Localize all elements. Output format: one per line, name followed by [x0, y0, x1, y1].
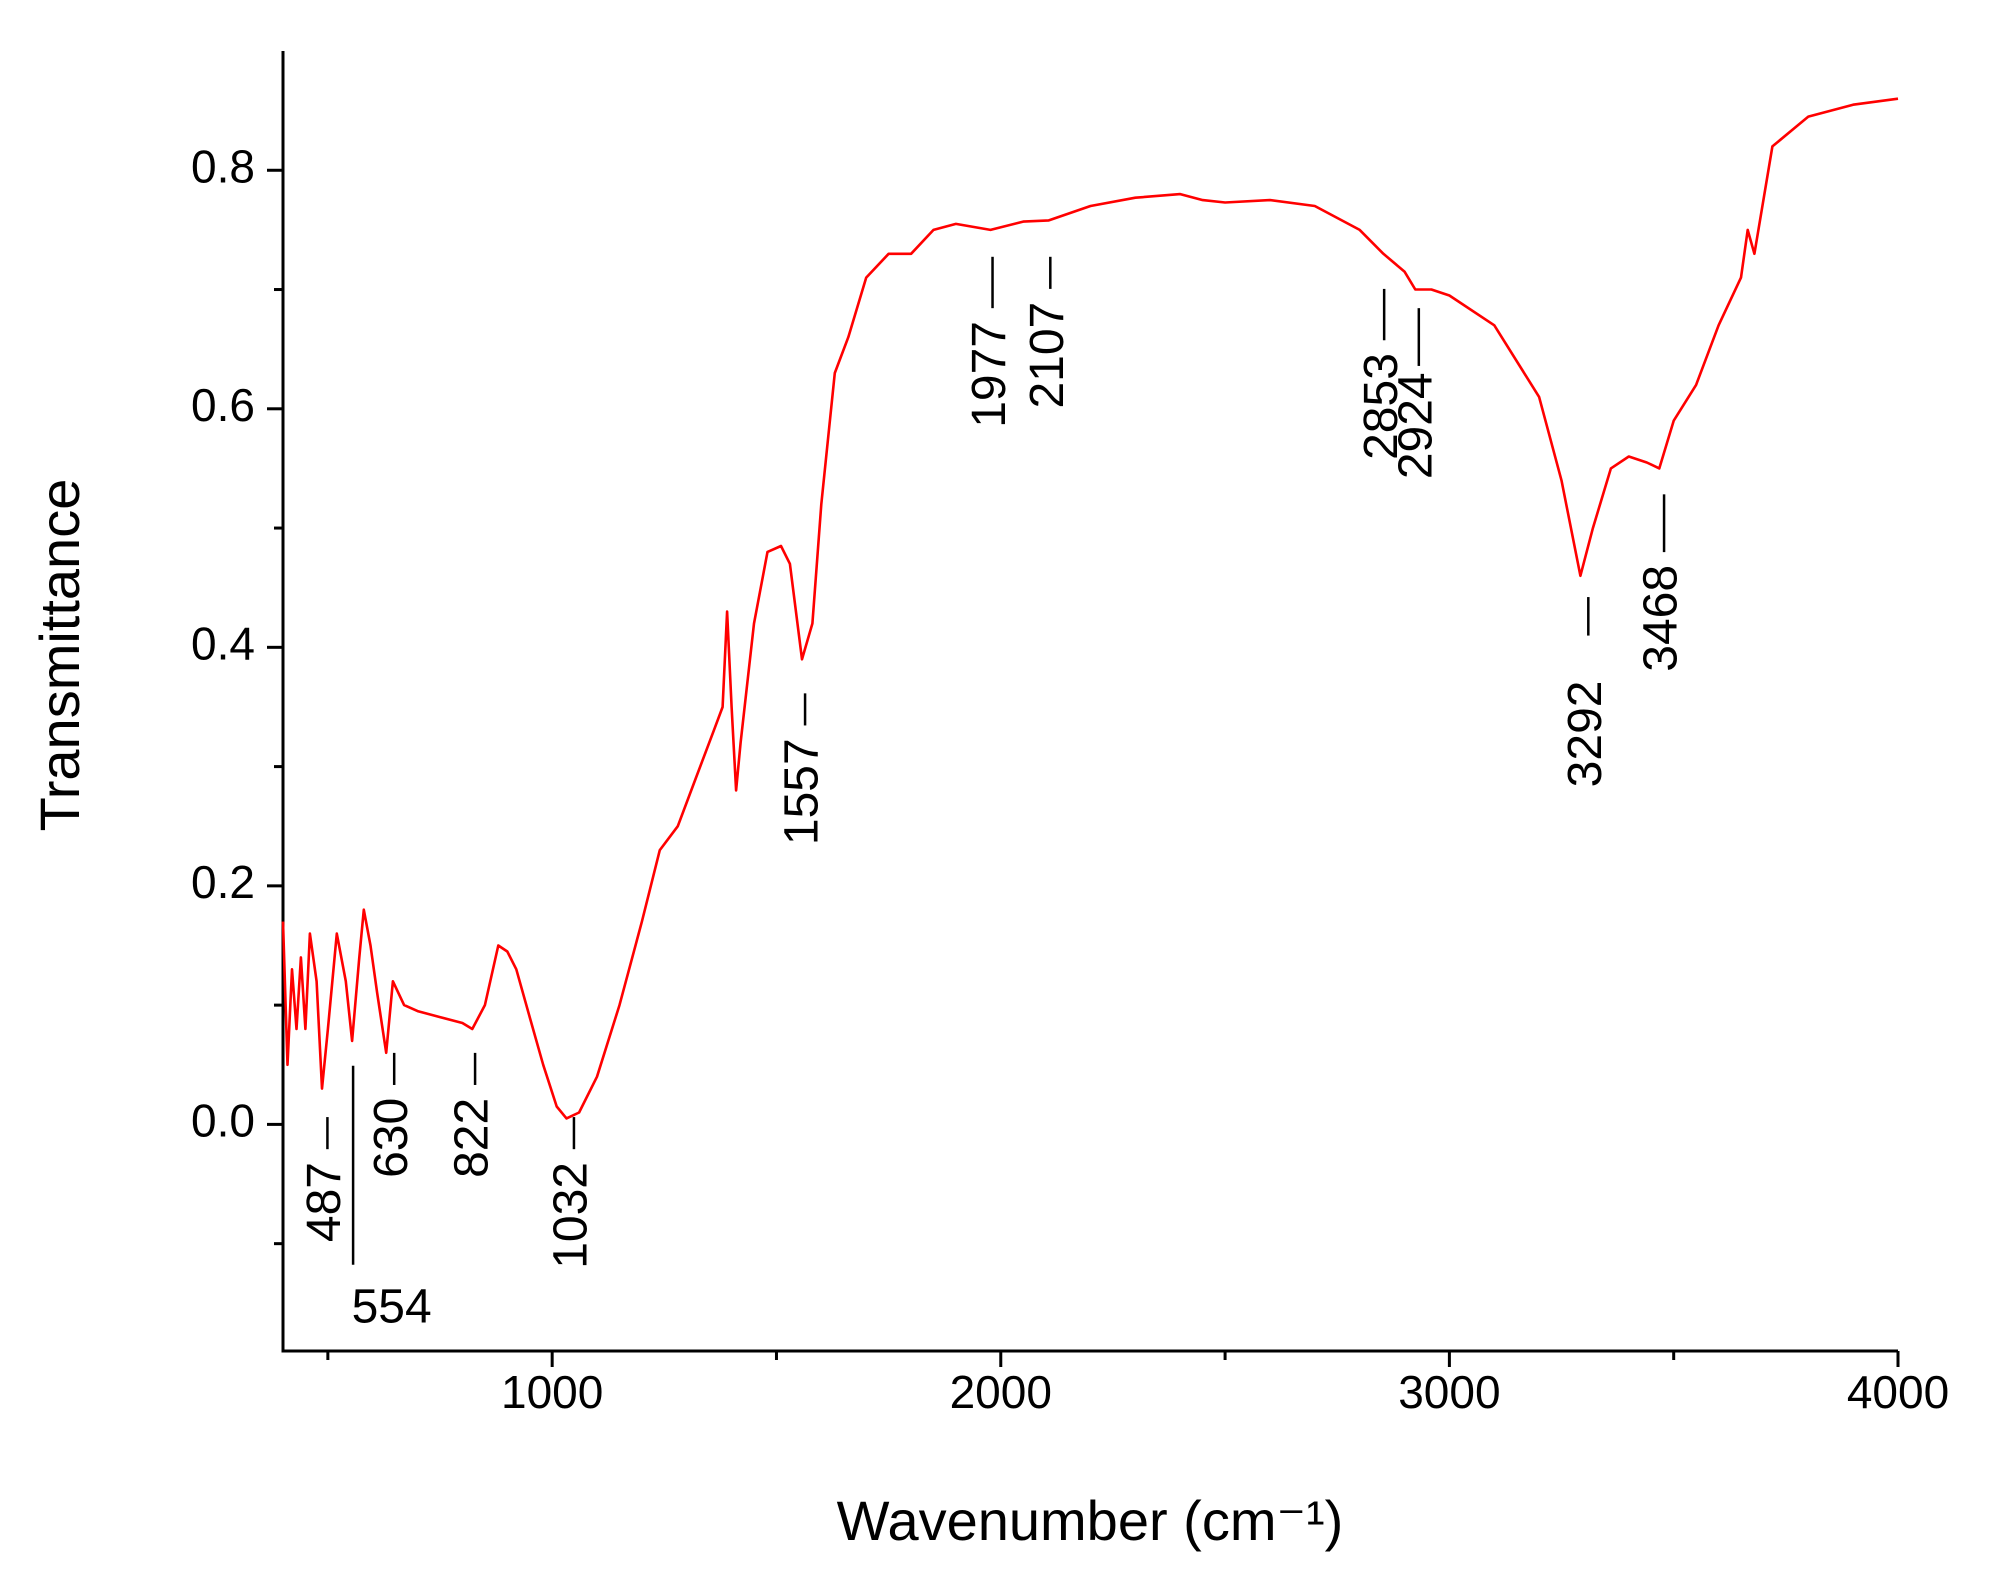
peak-label: 3292 [1559, 681, 1612, 788]
peak-label: 630 [365, 1098, 418, 1178]
y-tick-label: 0.6 [191, 379, 255, 431]
y-tick-label: 0.8 [191, 140, 255, 192]
y-axis-title: Transmittance [28, 479, 91, 832]
spectrum-line [281, 97, 1899, 1120]
y-tick-label: 0.2 [191, 856, 255, 908]
peak-label: 822 [446, 1098, 499, 1178]
peak-label: 2924 [1389, 372, 1442, 479]
x-tick-label: 4000 [1847, 1366, 1949, 1418]
peak-label: 3468 [1635, 565, 1688, 672]
peak-label: 2853 [1355, 353, 1408, 460]
peak-label: 554 [352, 1280, 432, 1333]
peak-label: 1977 [963, 321, 1016, 428]
y-tick-label: 0.4 [191, 617, 255, 669]
peak-label: 1032 [545, 1162, 598, 1269]
x-tick-label: 2000 [950, 1366, 1052, 1418]
x-axis-title: Wavenumber (cm⁻¹) [837, 1489, 1344, 1552]
x-tick-label: 3000 [1398, 1366, 1500, 1418]
peak-label: 2107 [1021, 302, 1074, 409]
y-tick-label: 0.0 [191, 1095, 255, 1147]
peak-label: 487 [298, 1162, 351, 1242]
peak-label: 1557 [776, 738, 829, 845]
x-tick-label: 1000 [501, 1366, 603, 1418]
